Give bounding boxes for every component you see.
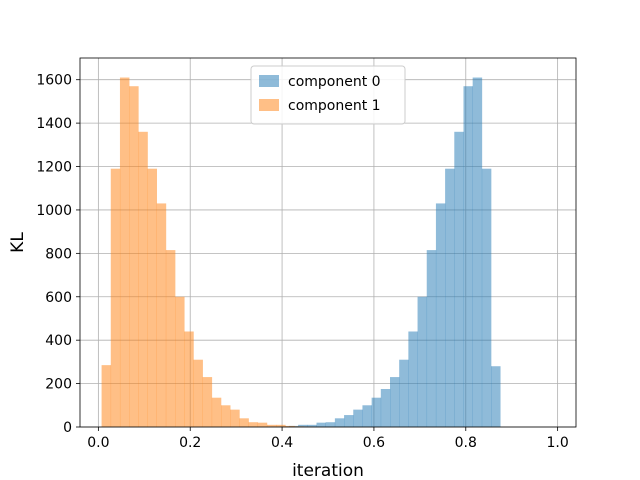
histogram-bar <box>184 331 194 427</box>
x-tick-label: 0.2 <box>179 435 201 451</box>
histogram-bar <box>101 365 112 427</box>
histogram-bar <box>481 168 492 427</box>
histogram-bar <box>220 405 231 427</box>
legend: component 0 component 1 <box>250 65 406 125</box>
histogram-bar <box>463 86 473 427</box>
histogram-bar <box>454 131 464 428</box>
y-tick-label: 1200 <box>36 160 72 176</box>
legend-label: component 0 <box>288 74 381 90</box>
histogram-bar <box>129 86 139 427</box>
histogram-bar <box>175 296 185 427</box>
x-tick-label: 1.0 <box>546 435 568 451</box>
legend-box <box>250 65 406 125</box>
y-tick-label: 400 <box>45 333 72 349</box>
histogram-bar <box>344 415 354 427</box>
y-tick-label: 200 <box>45 377 72 393</box>
y-tick-label: 1400 <box>36 116 72 132</box>
y-tick-label: 1000 <box>36 203 72 219</box>
histogram-bar <box>362 405 372 427</box>
histogram-bar <box>257 422 268 427</box>
histogram-bar <box>138 131 148 428</box>
histogram-bars <box>101 77 501 428</box>
histogram-bar <box>417 296 428 427</box>
legend-swatch <box>259 99 279 111</box>
histogram-bar <box>276 424 286 427</box>
histogram-bar <box>445 168 455 427</box>
histogram-bar <box>371 397 382 427</box>
histogram-bar <box>211 397 222 427</box>
y-axis-ticks: 0 200 400 600 800 1000 1200 1400 1600 <box>36 73 80 436</box>
histogram-bar <box>491 366 501 427</box>
plot-frame <box>79 57 577 428</box>
histogram-bar <box>399 359 409 427</box>
histogram-bar <box>156 203 167 427</box>
y-tick-label: 600 <box>45 290 72 306</box>
histogram-bar <box>472 77 483 428</box>
histogram-bar <box>248 422 259 427</box>
legend-swatch <box>259 75 279 87</box>
histogram-bar <box>325 422 336 427</box>
histogram-bar <box>435 203 446 427</box>
histogram-bar <box>408 331 418 427</box>
histogram-bar <box>119 77 130 428</box>
y-tick-label: 800 <box>45 246 72 262</box>
x-tick-label: 0.4 <box>271 435 293 451</box>
histogram-bar <box>426 250 437 427</box>
histogram-bar <box>353 409 363 427</box>
y-axis-label: KL <box>8 232 28 253</box>
x-axis-label: iteration <box>292 461 364 480</box>
histogram-bar <box>380 389 391 427</box>
histogram-bar <box>307 424 317 427</box>
series-0-bars <box>270 77 501 428</box>
x-tick-label: 0.0 <box>87 435 109 451</box>
histogram-bar <box>193 359 203 427</box>
histogram-bar <box>202 377 213 427</box>
histogram-bar <box>147 168 157 427</box>
y-tick-label: 0 <box>63 420 72 436</box>
histogram-bar <box>334 418 345 427</box>
histogram-bar <box>316 422 327 427</box>
histogram-bar <box>298 424 308 427</box>
histogram-bar <box>165 250 176 427</box>
x-tick-label: 0.6 <box>363 435 385 451</box>
legend-label: component 1 <box>288 98 381 114</box>
x-tick-label: 0.8 <box>455 435 477 451</box>
histogram-bar <box>390 377 400 427</box>
x-axis-ticks: 0.0 0.2 0.4 0.6 0.8 1.0 <box>87 427 569 451</box>
histogram-bar <box>110 168 121 427</box>
y-tick-label: 1600 <box>36 73 72 89</box>
histogram-bar <box>285 425 295 427</box>
series-1-bars <box>101 77 314 428</box>
histogram-bar <box>266 424 277 427</box>
histogram-bar <box>230 409 240 427</box>
histogram-bar <box>239 418 249 427</box>
